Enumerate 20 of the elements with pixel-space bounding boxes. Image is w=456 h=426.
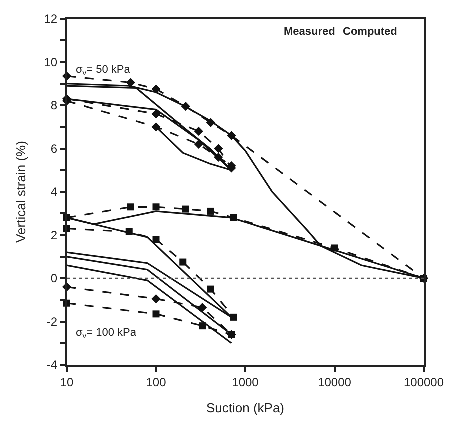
- annotation: Measured: [284, 26, 336, 38]
- y-axis-title: Vertical strain (%): [14, 141, 29, 243]
- x-tick-label: 1000: [232, 375, 260, 390]
- y-tick-label: 6: [50, 142, 58, 156]
- x-tick-label: 10: [60, 375, 74, 390]
- y-tick-label: 0: [50, 272, 58, 286]
- annotation: σ$_{v}$= 50 kPa: [76, 64, 132, 78]
- x-tick-label: 100000: [404, 375, 444, 390]
- y-tick-label: 10: [44, 55, 58, 70]
- y-tick-label: 4: [50, 185, 58, 200]
- y-tick-label: 12: [44, 12, 58, 26]
- y-tick-label: 8: [50, 98, 58, 113]
- x-axis-title: Suction (kPa): [206, 400, 285, 416]
- annotation: σ$_{v}$= 100 kPa: [76, 327, 138, 340]
- x-tick-label: 10000: [318, 375, 352, 390]
- x-tick-label: 100: [146, 375, 167, 390]
- annotation: Computed: [343, 26, 398, 38]
- y-tick-label: -2: [46, 314, 58, 329]
- y-tick-label: 2: [50, 228, 58, 242]
- y-tick-label: -4: [46, 358, 58, 372]
